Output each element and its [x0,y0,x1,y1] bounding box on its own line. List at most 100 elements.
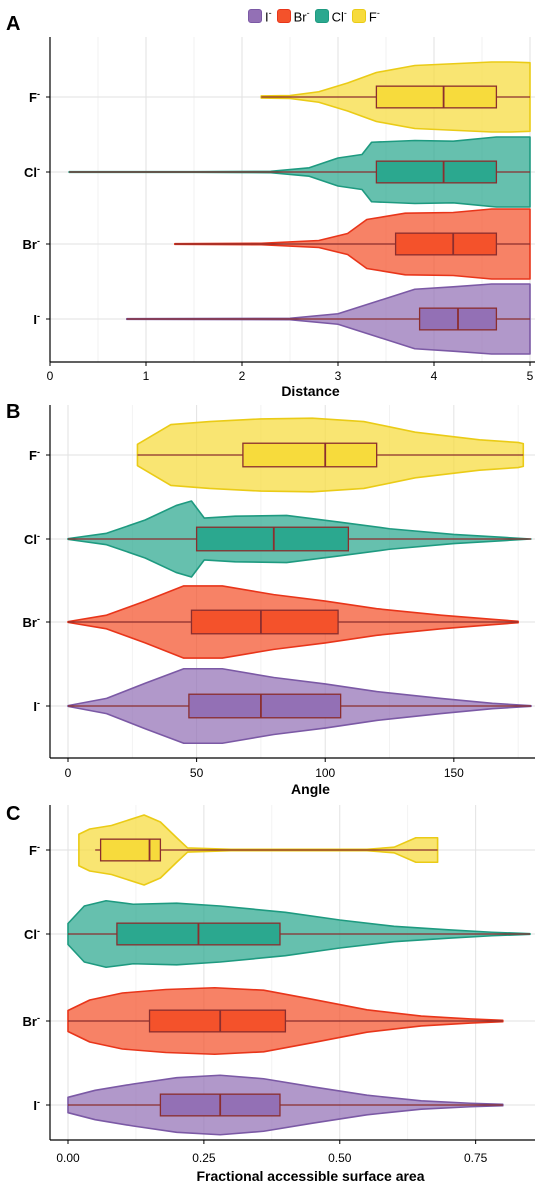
legend-label: F- [369,8,380,24]
y-tick-label-sup: - [37,1013,40,1023]
legend-item: Cl- [314,8,347,24]
x-tick-label: 0.50 [328,1151,352,1165]
y-tick-label-sup: - [37,447,40,457]
box [195,526,350,552]
legend-label: Br- [294,8,310,24]
legend-label-text: I [265,9,269,25]
box [148,1009,287,1033]
legend-label-sup: - [376,8,380,18]
x-tick-label: 2 [239,369,246,383]
x-tick-label: 3 [335,369,342,383]
panel-letter: B [6,401,21,423]
box [375,160,498,184]
y-tick-label-sup: - [37,842,40,852]
x-tick-label: 0.00 [56,1151,80,1165]
y-tick-label-sup: - [37,236,40,246]
legend-item: I- [248,8,272,24]
x-tick-label: 0.75 [464,1151,488,1165]
violin-f [260,61,531,133]
legend-label-text: Cl [331,9,344,25]
y-tick-label-text: F [29,448,37,463]
y-tick-label-sup: - [37,698,40,708]
x-tick-label: 5 [527,369,534,383]
violin-i [67,1074,504,1136]
x-tick-label: 50 [190,766,204,780]
legend-swatch [351,9,366,24]
y-tick-label-text: Cl [24,165,37,180]
y-tick-label: I- [33,698,40,714]
box [242,442,378,468]
y-tick-label: F- [29,89,40,105]
legend-swatch [248,9,262,24]
legend-label-text: Br [293,9,307,25]
violin-cl [67,899,531,969]
legend-label: Cl- [332,8,347,24]
box [375,85,498,109]
x-axis-title: Angle [291,781,330,797]
y-tick-label: Cl- [24,926,40,942]
x-tick-label: 4 [431,369,438,383]
panel-b: B F- Cl- Br- I- 0 50 100 150 Angle [0,400,542,800]
y-tick-label-text: I [33,1098,37,1113]
box [99,838,162,862]
violin-i [126,283,531,355]
y-tick-label: Cl- [24,531,40,547]
legend-label-sup: - [268,8,272,18]
y-tick-label: I- [33,1097,40,1113]
legend: I- Br- Cl- F- [248,8,385,24]
y-tick-label: I- [33,311,40,327]
y-tick-label: Br- [23,236,40,252]
violin-f [136,417,525,493]
box [394,232,498,256]
y-tick-label-sup: - [37,311,40,321]
x-axis-title: Distance [281,383,340,399]
legend-label-text: F [368,9,377,25]
y-tick-label-text: I [33,699,37,714]
x-tick-label: 1 [143,369,150,383]
legend-item: Br- [276,8,310,24]
violin-br [67,986,504,1056]
violin-br [67,585,519,659]
y-tick-label: F- [29,447,40,463]
x-tick-label: 0 [47,369,54,383]
violin-cl [67,500,532,578]
y-tick-label-text: Br [23,237,37,252]
legend-label-sup: - [343,8,347,18]
y-tick-label-sup: - [37,614,40,624]
y-tick-label: F- [29,842,40,858]
box [190,609,339,635]
y-tick-label-sup: - [37,164,40,174]
y-tick-label: Br- [23,1013,40,1029]
y-tick-label-text: Br [23,615,37,630]
y-tick-label-sup: - [37,89,40,99]
violin-br [174,208,531,280]
y-tick-label-text: Cl [24,927,37,942]
x-axis-title: Fractional accessible surface area [196,1168,424,1184]
legend-swatch [276,9,291,24]
legend-label: I- [265,8,272,24]
legend-item: F- [351,8,380,24]
y-tick-label-sup: - [37,926,40,936]
violin-f [78,814,439,886]
y-tick-label-text: I [33,312,37,327]
panel-a: A F- Cl- Br- I- 0 1 2 3 4 5 Distance [0,0,542,400]
panel-c: C F- Cl- Br- I- 0.00 0.25 0.50 0.75 Fractional a… [0,800,542,1192]
legend-swatch [314,9,329,24]
y-tick-label-sup: - [37,1097,40,1107]
y-tick-label: Br- [23,614,40,630]
x-tick-label: 0.25 [192,1151,216,1165]
legend-label-sup: - [306,8,310,18]
y-tick-label-text: F [29,843,37,858]
box [188,693,342,719]
y-tick-label: Cl- [24,164,40,180]
violin-cl [68,136,531,208]
panel-letter: C [6,803,21,825]
violin-i [67,667,532,745]
x-tick-label: 0 [65,766,72,780]
y-tick-label-sup: - [37,531,40,541]
panel-letter: A [6,13,21,35]
x-tick-label: 150 [444,766,464,780]
